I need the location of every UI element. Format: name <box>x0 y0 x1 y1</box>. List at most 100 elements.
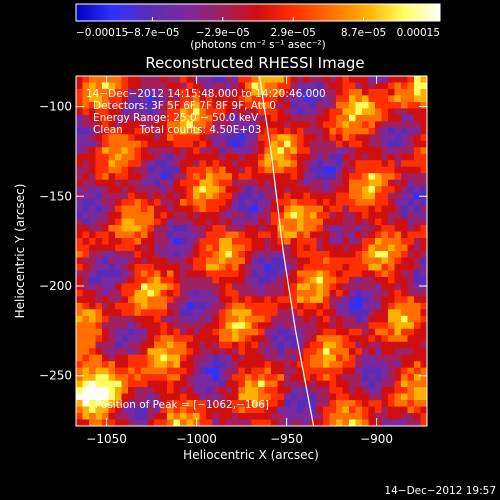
heatmap-cell <box>108 147 116 155</box>
heatmap-cell <box>89 309 96 317</box>
heatmap-cell <box>160 419 168 427</box>
heatmap-cell <box>199 283 207 291</box>
heatmap-cell <box>258 380 265 388</box>
heatmap-cell <box>258 88 265 96</box>
heatmap-cell <box>310 101 317 109</box>
heatmap-cell <box>316 270 324 278</box>
heatmap-cell <box>381 257 389 265</box>
heatmap-cell <box>238 199 246 206</box>
heatmap-cell <box>212 374 220 381</box>
heatmap-cell <box>108 413 116 420</box>
heatmap-cell <box>180 82 187 90</box>
heatmap-cell <box>297 393 304 401</box>
heatmap-cell <box>141 95 148 103</box>
heatmap-cell <box>245 153 252 161</box>
heatmap-cell <box>362 101 369 109</box>
heatmap-cell <box>303 380 311 388</box>
heatmap-cell <box>193 121 200 129</box>
heatmap-cell <box>76 406 83 414</box>
heatmap-cell <box>420 341 428 349</box>
heatmap-cell <box>362 186 369 193</box>
heatmap-cell <box>219 88 226 96</box>
heatmap-cell <box>108 387 116 394</box>
heatmap-cell <box>121 328 129 336</box>
heatmap-cell <box>394 393 402 401</box>
heatmap-cell <box>128 76 135 83</box>
heatmap-cell <box>329 341 337 349</box>
heatmap-cell <box>297 212 304 219</box>
heatmap-cell <box>121 263 129 271</box>
heatmap-cell <box>271 315 278 323</box>
heatmap-cell <box>180 238 187 245</box>
heatmap-cell <box>180 302 187 310</box>
heatmap-cell <box>95 296 103 304</box>
heatmap-cell <box>264 121 272 129</box>
heatmap-cell <box>407 296 415 304</box>
heatmap-cell <box>388 361 395 368</box>
heatmap-cell <box>420 186 428 193</box>
heatmap-cell <box>277 406 285 414</box>
heatmap-cell <box>258 289 265 297</box>
heatmap-cell <box>355 289 363 297</box>
heatmap-cell <box>225 244 233 252</box>
heatmap-cell <box>407 406 415 414</box>
heatmap-cell <box>303 238 311 245</box>
heatmap-cell <box>134 108 142 116</box>
heatmap-cell <box>303 341 311 349</box>
heatmap-cell <box>316 296 324 304</box>
heatmap-cell <box>238 393 246 401</box>
heatmap-cell <box>193 276 200 284</box>
heatmap-cell <box>89 380 96 388</box>
heatmap-cell <box>355 225 363 232</box>
heatmap-cell <box>290 380 298 388</box>
heatmap-cell <box>362 147 369 155</box>
heatmap-cell <box>225 101 233 109</box>
heatmap-cell <box>219 121 226 129</box>
heatmap-cell <box>232 296 239 304</box>
heatmap-cell <box>414 231 421 239</box>
heatmap-cell <box>95 166 103 174</box>
heatmap-cell <box>297 82 304 90</box>
heatmap-cell <box>336 309 343 317</box>
heatmap-cell <box>199 270 207 278</box>
heatmap-cell <box>193 341 200 349</box>
heatmap-cell <box>115 276 122 284</box>
heatmap-cell <box>102 134 109 142</box>
heatmap-cell <box>323 179 330 187</box>
heatmap-cell <box>310 289 317 297</box>
heatmap-cell <box>199 173 207 180</box>
heatmap-cell <box>355 335 363 343</box>
heatmap-cell <box>173 82 181 90</box>
heatmap-cell <box>355 212 363 219</box>
heatmap-cell <box>284 251 291 258</box>
heatmap-cell <box>225 302 233 310</box>
heatmap-cell <box>219 218 226 226</box>
heatmap-cell <box>407 205 415 213</box>
heatmap-cell <box>388 82 395 90</box>
heatmap-cell <box>225 400 233 407</box>
heatmap-cell <box>232 315 239 323</box>
heatmap-cell <box>316 289 324 297</box>
heatmap-cell <box>342 283 350 291</box>
heatmap-cell <box>329 400 337 407</box>
heatmap-cell <box>407 88 415 96</box>
heatmap-cell <box>394 263 402 271</box>
heatmap-cell <box>225 179 233 187</box>
heatmap-cell <box>258 231 265 239</box>
heatmap-cell <box>141 140 148 148</box>
heatmap-cell <box>141 302 148 310</box>
heatmap-cell <box>245 348 252 355</box>
heatmap-cell <box>401 276 408 284</box>
heatmap-cell <box>401 374 408 381</box>
heatmap-cell <box>219 283 226 291</box>
heatmap-cell <box>89 406 96 414</box>
heatmap-cell <box>264 354 272 362</box>
heatmap-cell <box>108 367 116 375</box>
heatmap-cell <box>219 270 226 278</box>
heatmap-cell <box>206 134 213 142</box>
heatmap-cell <box>102 400 109 407</box>
heatmap-cell <box>232 393 239 401</box>
heatmap-cell <box>277 140 285 148</box>
heatmap-cell <box>303 179 311 187</box>
heatmap-cell <box>238 244 246 252</box>
